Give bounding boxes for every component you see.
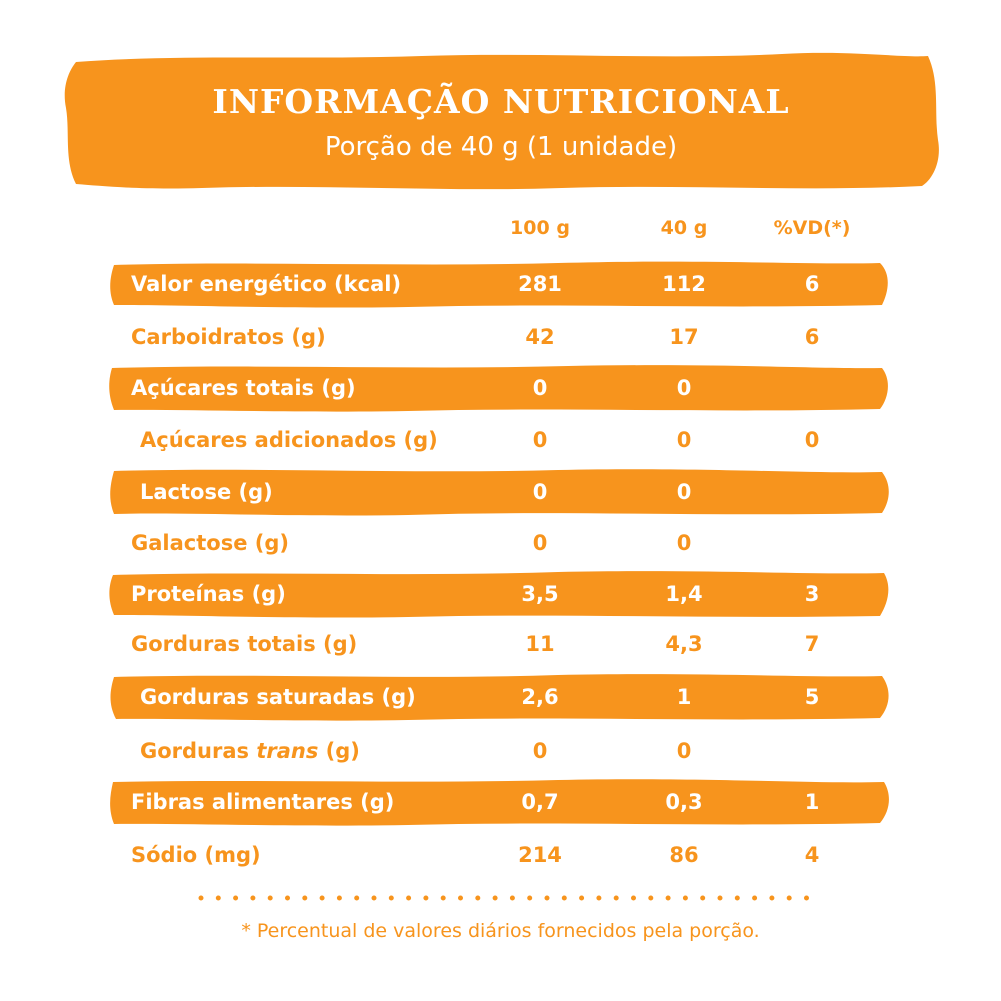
nutrient-label: Proteínas (g) xyxy=(131,582,286,606)
table-row: Sódio (mg) 214 86 4 xyxy=(0,835,1001,875)
table-row: Gorduras totais (g) 11 4,3 7 xyxy=(0,624,1001,664)
row-highlight-band xyxy=(109,365,888,412)
table-row: Açúcares adicionados (g) 0 0 0 xyxy=(0,420,1001,460)
table-row: Lactose (g) 0 0 xyxy=(0,469,1001,516)
value-per-portion: 1,4 xyxy=(665,582,703,606)
value-daily-percent: 6 xyxy=(804,272,820,296)
value-per-portion: 17 xyxy=(669,325,699,349)
value-daily-percent: 5 xyxy=(804,685,820,709)
value-daily-percent: 0 xyxy=(804,428,820,452)
value-per-100g: 2,6 xyxy=(521,685,559,709)
value-daily-percent: 4 xyxy=(804,843,820,867)
value-per-100g: 214 xyxy=(518,843,562,867)
column-header-vd: %VD(*) xyxy=(773,217,851,239)
value-per-portion: 86 xyxy=(669,843,699,867)
nutrient-label: Galactose (g) xyxy=(131,531,289,555)
value-daily-percent: 1 xyxy=(804,790,820,814)
row-highlight-band xyxy=(110,779,889,826)
value-per-100g: 0 xyxy=(532,480,548,504)
value-per-portion: 0 xyxy=(676,428,692,452)
value-per-100g: 42 xyxy=(525,325,555,349)
footnote: * Percentual de valores diários fornecid… xyxy=(241,920,760,942)
nutrient-label: Açúcares totais (g) xyxy=(131,376,356,400)
value-per-portion: 1 xyxy=(676,685,692,709)
row-highlight-band xyxy=(110,469,889,516)
nutrient-label: Gorduras totais (g) xyxy=(131,632,358,656)
nutrient-label-part: (g) xyxy=(318,739,360,763)
nutrient-label: Valor energético (kcal) xyxy=(131,272,402,296)
nutrient-label: Carboidratos (g) xyxy=(131,325,326,349)
dotted-divider xyxy=(198,895,810,901)
nutrient-label: Gorduras saturadas (g) xyxy=(140,685,416,709)
nutrient-label-italic: trans xyxy=(256,739,319,763)
value-daily-percent xyxy=(752,368,872,408)
value-per-100g: 281 xyxy=(518,272,562,296)
value-per-100g: 0 xyxy=(532,428,548,452)
nutrient-label: Gorduras trans (g) xyxy=(140,731,360,771)
table-row: Gorduras saturadas (g) 2,6 1 5 xyxy=(0,674,1001,721)
value-per-100g: 0 xyxy=(532,376,548,400)
value-per-100g: 3,5 xyxy=(521,582,559,606)
value-per-portion: 112 xyxy=(662,272,706,296)
value-per-portion: 0 xyxy=(676,376,692,400)
row-highlight-band xyxy=(110,261,888,308)
table-row: Gorduras trans (g) 0 0 xyxy=(0,731,1001,771)
table-row: Carboidratos (g) 42 17 6 xyxy=(0,317,1001,357)
table-row: Proteínas (g) 3,5 1,4 3 xyxy=(0,571,1001,618)
value-daily-percent xyxy=(752,472,872,512)
value-per-100g: 0 xyxy=(532,739,548,763)
value-per-portion: 0 xyxy=(676,480,692,504)
nutrient-label-part: Gorduras xyxy=(140,739,257,763)
value-per-portion: 0 xyxy=(676,531,692,555)
nutrient-label: Açúcares adicionados (g) xyxy=(140,428,438,452)
column-header-100g: 100 g xyxy=(510,217,570,239)
value-daily-percent xyxy=(752,523,872,563)
value-daily-percent: 3 xyxy=(804,582,820,606)
table-row: Fibras alimentares (g) 0,7 0,3 1 xyxy=(0,779,1001,826)
page-title: INFORMAÇÃO NUTRICIONAL xyxy=(212,82,790,121)
value-daily-percent xyxy=(752,731,872,771)
nutrient-label: Sódio (mg) xyxy=(131,843,261,867)
table-row: Açúcares totais (g) 0 0 xyxy=(0,365,1001,412)
table-row: Valor energético (kcal) 281 112 6 xyxy=(0,261,1001,308)
row-highlight-band xyxy=(110,674,889,721)
table-row: Galactose (g) 0 0 xyxy=(0,523,1001,563)
value-per-100g: 11 xyxy=(525,632,555,656)
portion-subtitle: Porção de 40 g (1 unidade) xyxy=(324,132,678,162)
nutrient-label: Fibras alimentares (g) xyxy=(131,790,395,814)
title-banner: INFORMAÇÃO NUTRICIONAL Porção de 40 g (1… xyxy=(62,52,940,190)
value-per-portion: 0 xyxy=(676,739,692,763)
value-per-portion: 0,3 xyxy=(665,790,703,814)
value-daily-percent: 6 xyxy=(804,325,820,349)
column-header-portion: 40 g xyxy=(660,217,708,239)
nutrient-label: Lactose (g) xyxy=(140,480,273,504)
banner-shape xyxy=(64,52,939,190)
value-daily-percent: 7 xyxy=(804,632,820,656)
row-highlight-band xyxy=(109,571,889,618)
value-per-portion: 4,3 xyxy=(665,632,703,656)
value-per-100g: 0 xyxy=(532,531,548,555)
value-per-100g: 0,7 xyxy=(521,790,559,814)
